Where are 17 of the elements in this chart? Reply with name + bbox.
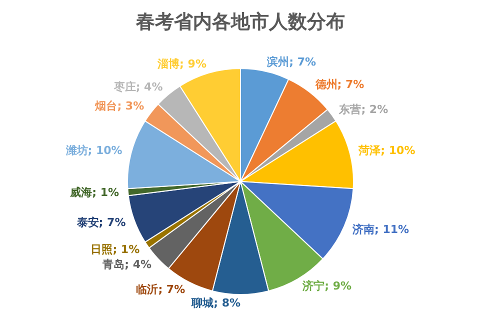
slice-label: 淄博; 9% xyxy=(156,57,206,70)
slice-label: 潍坊; 10% xyxy=(64,144,122,158)
slice-label: 枣庄; 4% xyxy=(112,80,163,94)
slice-label: 临沂; 7% xyxy=(136,283,186,296)
slice-label: 威海; 1% xyxy=(69,186,120,199)
slice-label: 日照; 1% xyxy=(90,243,140,256)
slice-label: 德州; 7% xyxy=(314,78,364,92)
slice-label: 济宁; 9% xyxy=(302,280,352,293)
chart-title: 春考省内各地市人数分布 xyxy=(135,11,345,33)
slice-label: 聊城; 8% xyxy=(190,296,240,310)
slice-label: 东营; 2% xyxy=(338,102,388,116)
slice-label: 青岛; 4% xyxy=(102,258,152,272)
slice-label: 菏泽; 10% xyxy=(358,144,416,158)
slice-label: 济南; 11% xyxy=(351,222,410,236)
slice-label: 烟台; 3% xyxy=(94,100,144,113)
slice-label: 滨州; 7% xyxy=(266,55,316,68)
slice-label: 泰安; 7% xyxy=(76,216,126,229)
